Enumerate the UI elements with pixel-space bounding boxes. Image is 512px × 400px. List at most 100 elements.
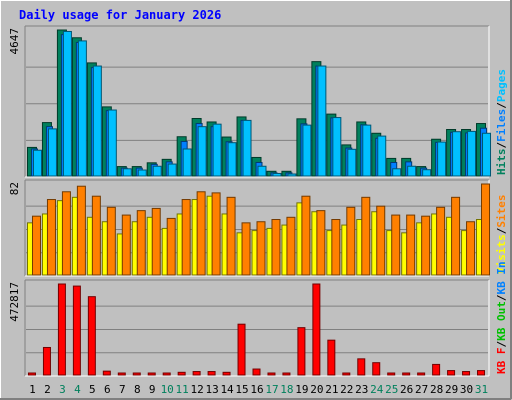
bar-sites-day-14 <box>226 196 236 276</box>
bar-sites-day-5 <box>91 195 101 276</box>
bar-sites-day-16 <box>256 221 266 276</box>
bar-pages-day-7 <box>122 168 132 177</box>
x-label-day-14: 14 <box>220 383 234 396</box>
svg-text:Visits/Sites: Visits/Sites <box>495 195 508 275</box>
bar-kb-f-day-27 <box>417 372 426 376</box>
bar-sites-day-28 <box>436 206 446 276</box>
bar-pages-day-29 <box>452 131 462 177</box>
legend-separator: / <box>495 294 508 301</box>
bar-sites-day-9 <box>151 207 161 276</box>
bar-pages-day-25 <box>392 168 402 177</box>
bar-kb-f-day-26 <box>402 372 411 376</box>
bar-kb-f-day-3 <box>57 283 66 376</box>
bar-kb-f-day-14 <box>222 371 231 376</box>
bar-kb-f-day-1 <box>27 372 36 376</box>
legend: KB F/KB Out/KB In <box>495 261 508 374</box>
bar-sites-day-2 <box>46 199 56 276</box>
plot-area <box>25 280 489 376</box>
legend: Visits/Sites <box>495 195 508 275</box>
bar-kb-f-day-12 <box>192 371 201 376</box>
x-label-day-31: 31 <box>475 383 488 396</box>
x-label-day-16: 16 <box>250 383 263 396</box>
bar-kb-f-day-6 <box>102 370 111 376</box>
x-label-day-29: 29 <box>445 383 458 396</box>
bar-pages-day-28 <box>437 141 447 177</box>
bar-kb-f-day-10 <box>162 372 171 376</box>
x-label-day-27: 27 <box>415 383 428 396</box>
bar-pages-day-21 <box>332 117 342 177</box>
bar-kb-f-day-28 <box>432 363 441 376</box>
bar-sites-day-8 <box>136 210 146 276</box>
legend-separator: / <box>495 227 508 234</box>
ymax-label: 82 <box>8 182 21 195</box>
bar-kb-f-day-25 <box>387 372 396 376</box>
svg-text:Hits/Files/Pages: Hits/Files/Pages <box>495 69 508 175</box>
x-label-day-17: 17 <box>265 383 278 396</box>
bar-kb-f-day-17 <box>267 372 276 376</box>
panel-hits-files-pages: 4647 Hits/Files/Pages <box>8 25 508 178</box>
bar-pages-day-15 <box>242 119 252 177</box>
x-label-day-11: 11 <box>176 383 189 396</box>
ymax-label: 4647 <box>8 28 21 55</box>
bar-pages-day-5 <box>92 65 102 177</box>
bar-sites-day-22 <box>346 206 356 276</box>
legend-entry: Visits <box>495 234 508 274</box>
bar-kb-f-day-13 <box>207 371 216 376</box>
x-label-day-3: 3 <box>59 383 66 396</box>
bar-pages-day-1 <box>32 149 42 177</box>
x-label-day-15: 15 <box>235 383 248 396</box>
legend-entry: Sites <box>495 195 508 228</box>
bar-kb-f-day-23 <box>357 358 366 376</box>
bar-kb-f-day-18 <box>282 372 291 376</box>
bar-sites-day-12 <box>196 191 206 276</box>
x-label-day-4: 4 <box>74 383 81 396</box>
bar-sites-day-19 <box>301 195 311 276</box>
bar-pages-day-30 <box>467 130 477 177</box>
bar-kb-f-day-4 <box>72 285 81 376</box>
x-label-day-13: 13 <box>205 383 218 396</box>
bar-sites-day-1 <box>31 215 41 276</box>
bar-kb-f-day-8 <box>132 372 141 376</box>
bar-pages-day-13 <box>212 123 222 177</box>
bar-sites-day-4 <box>76 185 86 276</box>
bar-kb-f-day-30 <box>462 371 471 376</box>
bar-sites-day-10 <box>166 217 176 276</box>
legend-entry: KB Out <box>495 301 508 341</box>
bar-pages-day-16 <box>257 165 267 177</box>
x-label-day-1: 1 <box>29 383 36 396</box>
x-label-day-10: 10 <box>161 383 174 396</box>
bar-pages-day-31 <box>482 132 492 177</box>
bar-sites-day-13 <box>211 192 221 276</box>
bar-kb-f-day-11 <box>177 371 186 376</box>
bar-pages-day-19 <box>302 124 312 177</box>
x-label-day-5: 5 <box>89 383 96 396</box>
bar-pages-day-26 <box>407 165 417 177</box>
bar-pages-day-10 <box>167 163 177 177</box>
bar-pages-day-6 <box>107 109 117 177</box>
bar-pages-day-14 <box>227 142 237 177</box>
bar-kb-f-day-20 <box>312 283 321 376</box>
bar-kb-f-day-29 <box>447 370 456 376</box>
bar-pages-day-27 <box>422 169 432 177</box>
legend-entry: KB F <box>495 348 508 375</box>
bar-pages-day-24 <box>377 135 387 177</box>
x-label-day-30: 30 <box>460 383 473 396</box>
bar-sites-day-18 <box>286 216 296 276</box>
x-label-day-21: 21 <box>325 383 338 396</box>
legend-separator: / <box>495 142 508 149</box>
x-label-day-23: 23 <box>355 383 368 396</box>
bar-pages-day-11 <box>182 148 192 177</box>
bar-sites-day-6 <box>106 206 116 276</box>
bar-kb-f-day-2 <box>42 346 51 376</box>
bar-sites-day-20 <box>316 210 326 276</box>
svg-text:KB F/KB Out/KB In: KB F/KB Out/KB In <box>495 261 508 374</box>
bar-pages-day-4 <box>77 40 87 177</box>
bar-pages-day-9 <box>152 165 162 177</box>
x-label-day-28: 28 <box>430 383 443 396</box>
bar-sites-day-31 <box>481 183 491 276</box>
legend-entry: Pages <box>495 69 508 102</box>
legend-separator: / <box>495 102 508 109</box>
x-label-day-22: 22 <box>340 383 353 396</box>
x-label-day-9: 9 <box>149 383 156 396</box>
